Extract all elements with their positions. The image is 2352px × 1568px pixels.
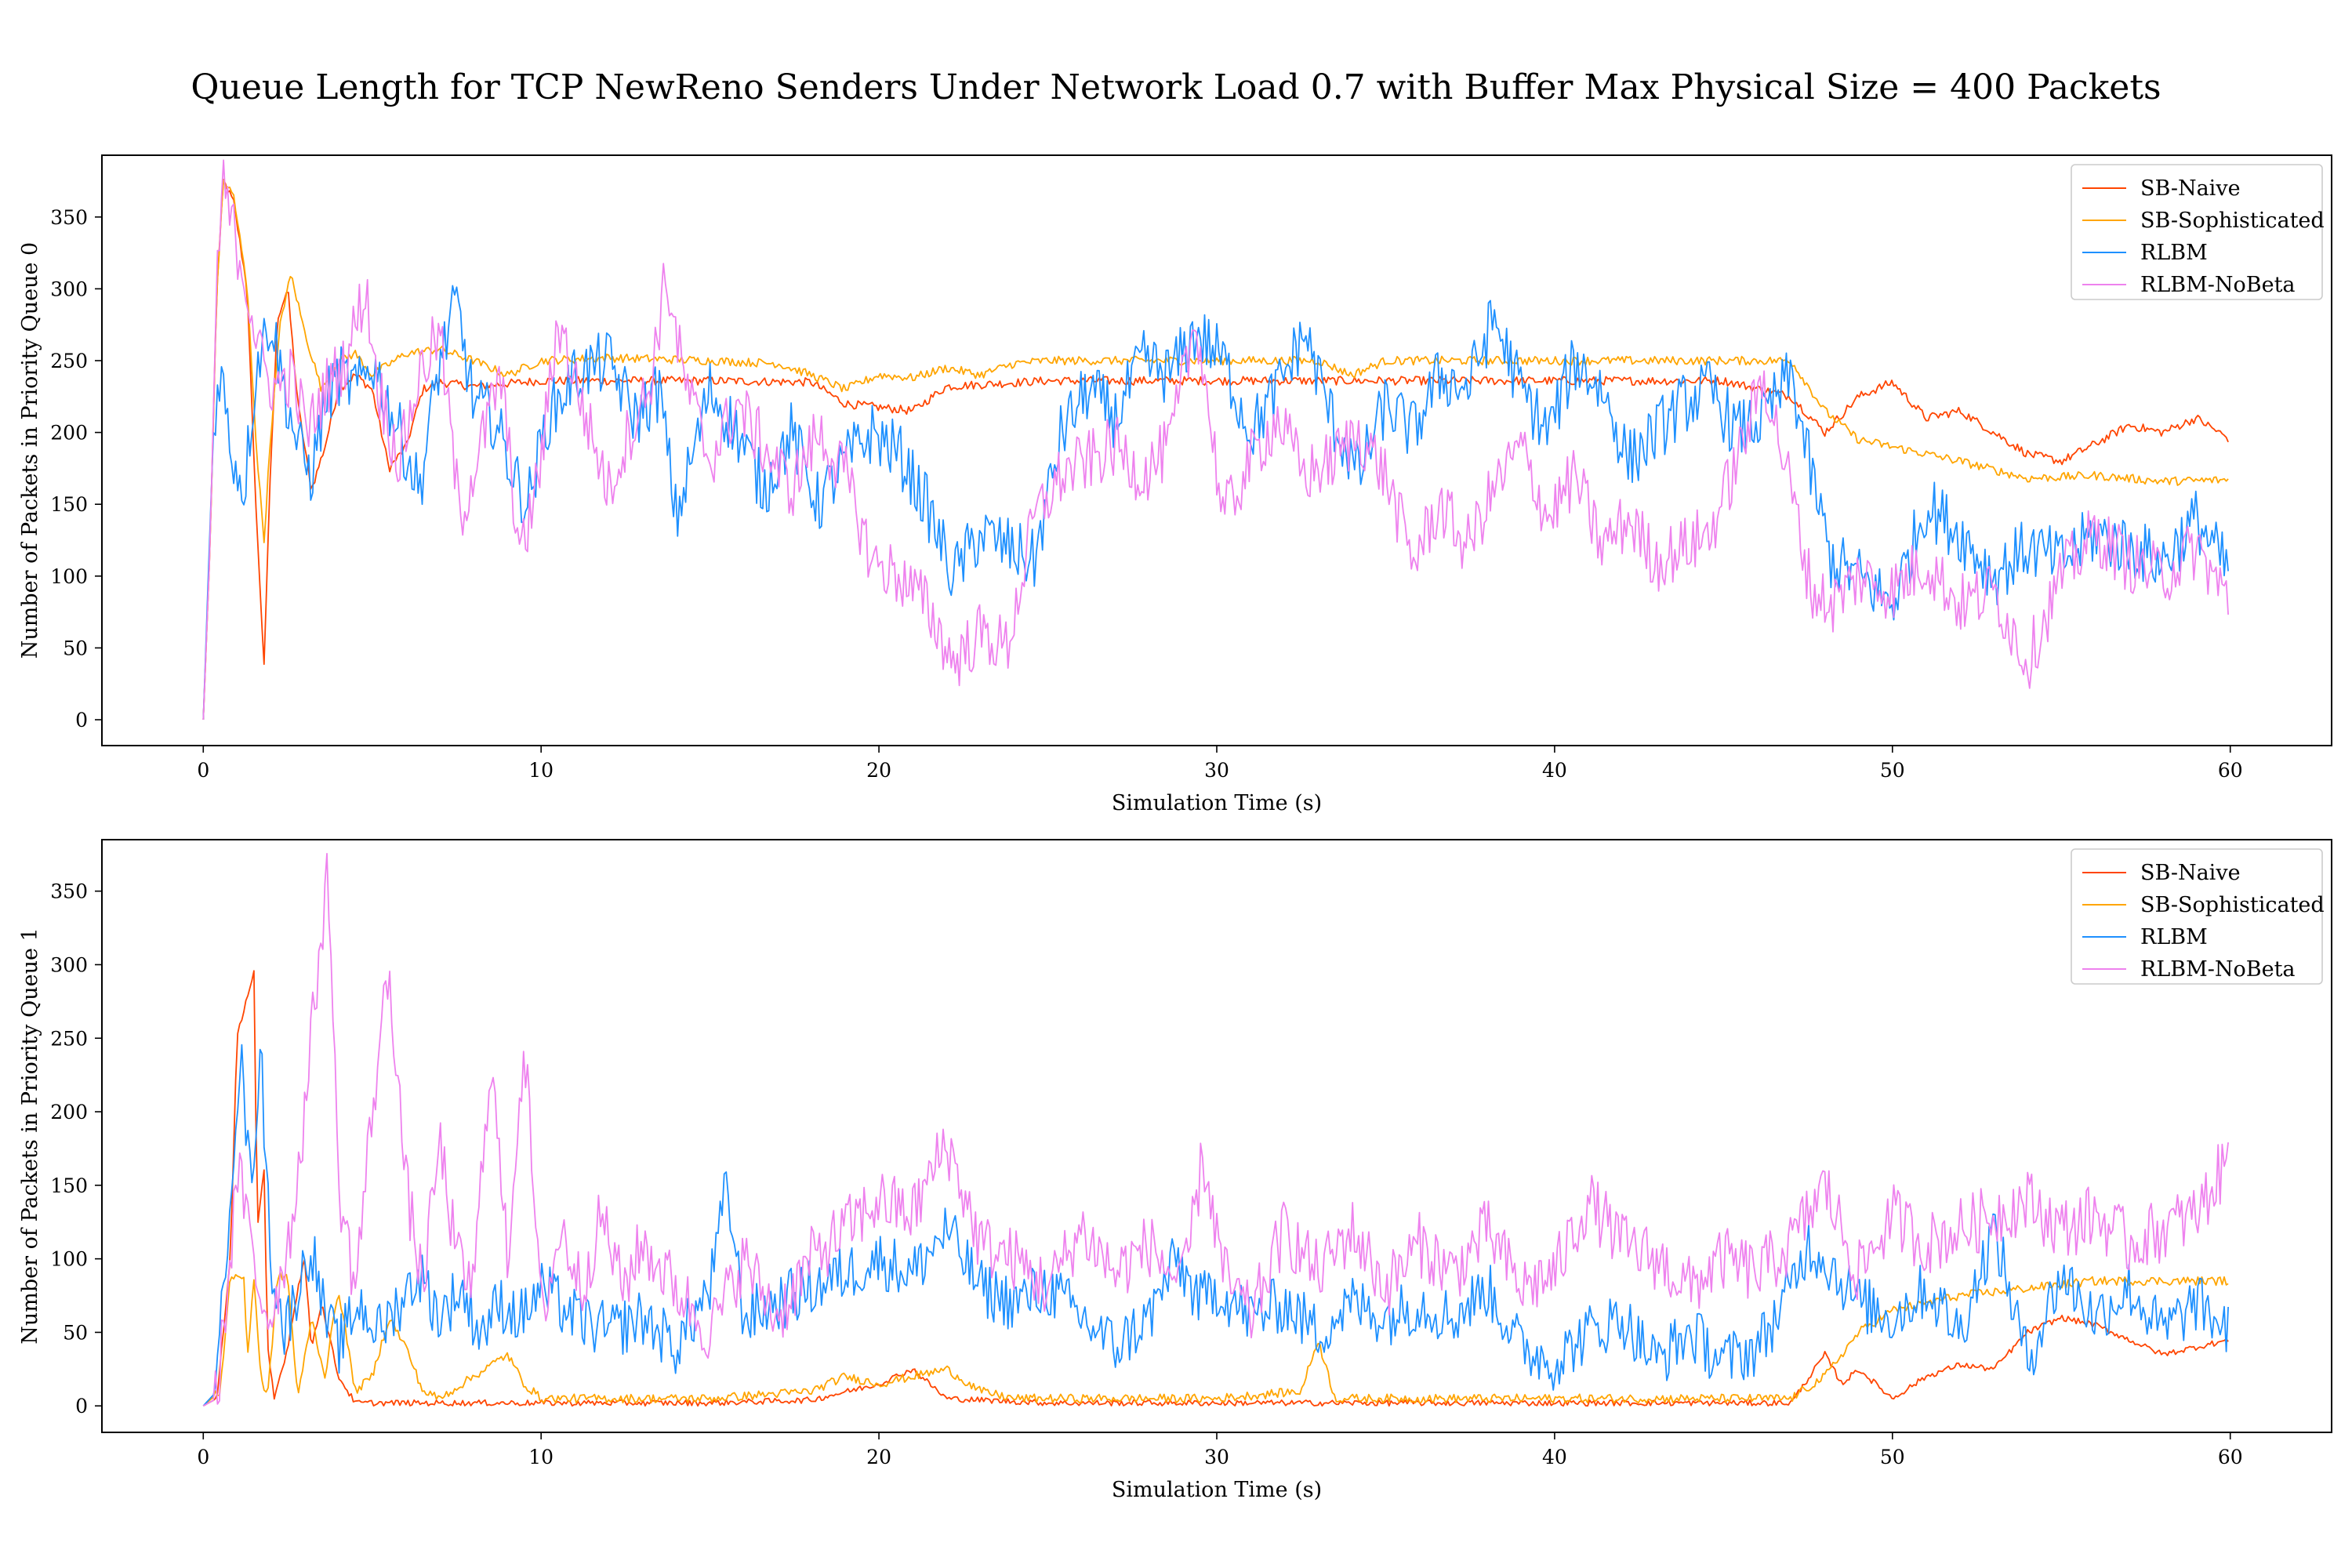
legend: SB-Naive SB-Sophisticated RLBM RLBM-NoBeta	[2071, 848, 2325, 985]
y-tick-label: 200	[50, 1101, 88, 1123]
x-tick-label: 20	[866, 1446, 891, 1468]
plot-frame	[101, 839, 2332, 1433]
y-tick-label: 250	[50, 350, 88, 372]
x-tick-label: 20	[866, 759, 891, 782]
y-tick-label: 200	[50, 422, 88, 445]
legend-label-sb-sophisticated: SB-Sophisticated	[2140, 209, 2325, 233]
y-tick-label: 300	[50, 953, 88, 976]
legend-box	[2071, 848, 2323, 985]
y-tick-label: 150	[50, 493, 88, 516]
series-line-rlbm-nobeta	[202, 852, 2229, 1406]
plot-panel-1: 0 10 20 30 40 50 60 0 50 100 150 200 250 300 350 Simula…	[18, 839, 2332, 1502]
x-tick-label: 30	[1204, 1446, 1229, 1468]
series-line-sb-sophisticated	[202, 180, 2229, 720]
series-line-sb-sophisticated	[202, 1272, 2229, 1406]
legend-label-rlbm-nobeta: RLBM-NoBeta	[2140, 273, 2296, 297]
y-axis-label: Number of Packets in Priority Queue 1	[18, 927, 42, 1344]
x-axis-label: Simulation Time (s)	[1112, 791, 1322, 815]
x-tick-label: 60	[2218, 1446, 2243, 1468]
legend-label-sb-naive: SB-Naive	[2140, 176, 2241, 201]
x-tick-label: 50	[1880, 1446, 1905, 1468]
y-tick-label: 50	[63, 1321, 88, 1344]
legend-label-rlbm: RLBM	[2140, 241, 2208, 265]
y-tick-label: 0	[75, 709, 88, 731]
x-tick-label: 30	[1204, 759, 1229, 782]
x-tick-label: 10	[528, 1446, 554, 1468]
y-tick-label: 300	[50, 278, 88, 300]
y-tick-label: 250	[50, 1027, 88, 1050]
legend-label-sb-naive: SB-Naive	[2140, 861, 2241, 885]
legend-label-sb-sophisticated: SB-Sophisticated	[2140, 893, 2325, 917]
x-tick-label: 50	[1880, 759, 1905, 782]
plot-panel-0: 0 10 20 30 40 50 60 0 50 100 150 200 250 300 350 Simula…	[18, 154, 2332, 815]
y-tick-label: 50	[63, 637, 88, 659]
y-tick-label: 350	[50, 880, 88, 903]
x-tick-label: 0	[197, 759, 209, 782]
x-tick-label: 60	[2218, 759, 2243, 782]
x-tick-label: 40	[1542, 1446, 1567, 1468]
y-tick-label: 100	[50, 1248, 88, 1271]
y-tick-label: 0	[75, 1395, 88, 1417]
plot-frame	[101, 154, 2332, 746]
series-line-rlbm	[202, 285, 2229, 720]
series-line-rlbm-nobeta	[202, 159, 2229, 720]
series-line-sb-naive	[202, 970, 2229, 1407]
chart-title: Queue Length for TCP NewReno Senders Und…	[191, 67, 2161, 107]
x-tick-label: 0	[197, 1446, 209, 1468]
y-tick-label: 100	[50, 565, 88, 588]
series-group	[202, 852, 2229, 1407]
legend-label-rlbm: RLBM	[2140, 925, 2208, 949]
x-axis-label: Simulation Time (s)	[1112, 1478, 1322, 1502]
y-tick-label: 350	[50, 206, 88, 229]
legend: SB-Naive SB-Sophisticated RLBM RLBM-NoBeta	[2071, 164, 2325, 300]
legend-box	[2071, 164, 2323, 300]
y-tick-label: 150	[50, 1174, 88, 1197]
series-group	[202, 159, 2229, 720]
x-tick-label: 10	[528, 759, 554, 782]
legend-label-rlbm-nobeta: RLBM-NoBeta	[2140, 957, 2296, 982]
series-line-sb-naive	[202, 179, 2229, 720]
x-tick-label: 40	[1542, 759, 1567, 782]
y-axis-label: Number of Packets in Priority Queue 0	[18, 242, 42, 659]
